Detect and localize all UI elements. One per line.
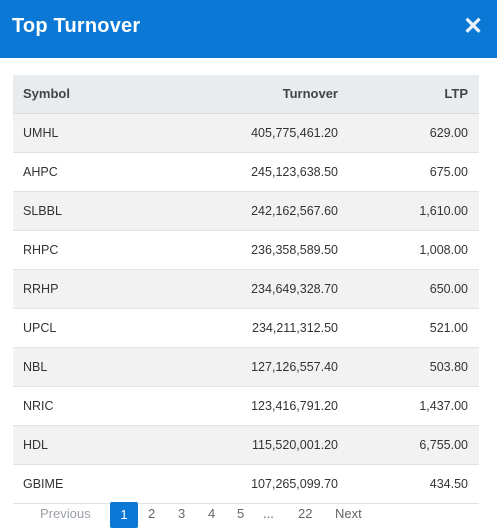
pagination-ellipsis: ... (263, 506, 274, 521)
column-header-turnover[interactable]: Turnover (282, 86, 338, 101)
cell-turnover: 242,162,567.60 (251, 204, 338, 218)
cell-ltp: 503.80 (429, 360, 468, 374)
cell-ltp: 6,755.00 (419, 438, 468, 452)
cell-turnover: 107,265,099.70 (251, 477, 338, 491)
table-row: HDL 115,520,001.20 6,755.00 (13, 426, 479, 465)
cell-ltp: 521.00 (429, 321, 468, 335)
cell-symbol: AHPC (23, 165, 58, 179)
table-row: RRHP 234,649,328.70 650.00 (13, 270, 479, 309)
turnover-table: Symbol Turnover LTP UMHL 405,775,461.20 … (13, 75, 479, 504)
table-row: UMHL 405,775,461.20 629.00 (13, 114, 479, 153)
cell-ltp: 434.50 (429, 477, 468, 491)
pagination: Previous 1 2 3 4 5 ... 22 Next (0, 502, 497, 532)
column-header-ltp[interactable]: LTP (444, 86, 468, 101)
cell-symbol: NBL (23, 360, 48, 374)
cell-symbol: RRHP (23, 282, 59, 296)
cell-turnover: 405,775,461.20 (251, 126, 338, 140)
cell-symbol: UMHL (23, 126, 59, 140)
cell-ltp: 1,437.00 (419, 399, 468, 413)
pagination-page-3[interactable]: 3 (178, 506, 186, 521)
table-row: GBIME 107,265,099.70 434.50 (13, 465, 479, 504)
modal-title: Top Turnover (12, 15, 141, 37)
cell-symbol: HDL (23, 438, 49, 452)
cell-ltp: 1,610.00 (419, 204, 468, 218)
table-header-row: Symbol Turnover LTP (13, 75, 479, 114)
cell-turnover: 127,126,557.40 (251, 360, 338, 374)
cell-turnover: 236,358,589.50 (251, 243, 338, 257)
table-row: NRIC 123,416,791.20 1,437.00 (13, 387, 479, 426)
pagination-page-last[interactable]: 22 (298, 506, 313, 521)
table-row: RHPC 236,358,589.50 1,008.00 (13, 231, 479, 270)
cell-turnover: 234,211,312.50 (252, 321, 338, 335)
cell-turnover: 115,520,001.20 (252, 438, 338, 452)
cell-symbol: GBIME (23, 477, 64, 491)
pagination-previous[interactable]: Previous (40, 506, 91, 521)
cell-turnover: 234,649,328.70 (251, 282, 338, 296)
cell-turnover: 123,416,791.20 (251, 399, 338, 413)
cell-symbol: SLBBL (23, 204, 62, 218)
cell-symbol: UPCL (23, 321, 57, 335)
cell-ltp: 629.00 (429, 126, 468, 140)
table-row: AHPC 245,123,638.50 675.00 (13, 153, 479, 192)
pagination-page-1[interactable]: 1 (110, 502, 138, 528)
table-row: SLBBL 242,162,567.60 1,610.00 (13, 192, 479, 231)
modal-header: Top Turnover ✕ (0, 0, 497, 58)
cell-turnover: 245,123,638.50 (251, 165, 338, 179)
cell-symbol: NRIC (23, 399, 54, 413)
pagination-next[interactable]: Next (335, 506, 362, 521)
close-icon[interactable]: ✕ (463, 13, 484, 40)
pagination-page-5[interactable]: 5 (237, 506, 245, 521)
pagination-page-4[interactable]: 4 (208, 506, 216, 521)
table-row: UPCL 234,211,312.50 521.00 (13, 309, 479, 348)
cell-symbol: RHPC (23, 243, 59, 257)
column-header-symbol[interactable]: Symbol (23, 86, 70, 101)
cell-ltp: 1,008.00 (419, 243, 468, 257)
cell-ltp: 675.00 (429, 165, 468, 179)
table-row: NBL 127,126,557.40 503.80 (13, 348, 479, 387)
cell-ltp: 650.00 (429, 282, 468, 296)
pagination-page-2[interactable]: 2 (148, 506, 156, 521)
